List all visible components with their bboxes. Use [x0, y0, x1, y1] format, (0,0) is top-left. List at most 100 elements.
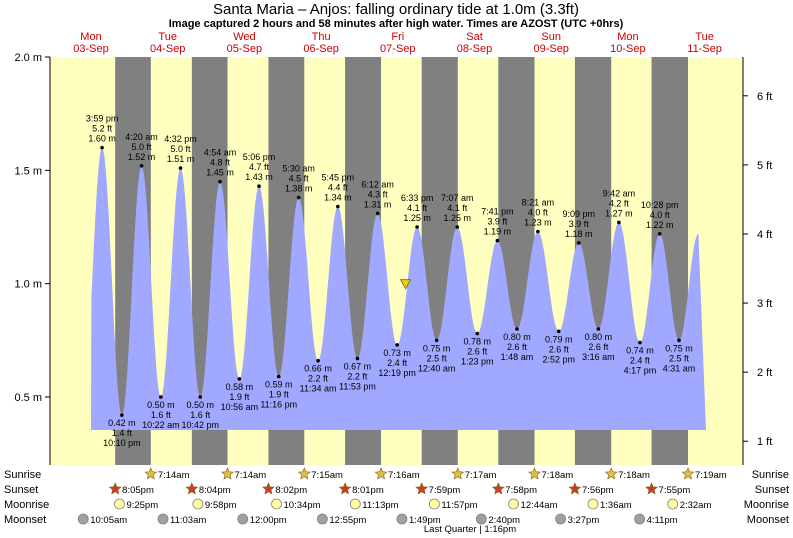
low-tide-label: 0.50 m [186, 400, 214, 410]
low-tide-label: 12:19 pm [378, 368, 416, 378]
high-tide-label: 1.34 m [324, 193, 352, 203]
sunset-icon [261, 482, 275, 495]
extreme-point [434, 338, 439, 343]
low-tide-label: 11:53 pm [339, 381, 376, 391]
low-tide-label: 3:16 am [582, 352, 615, 362]
high-tide-label: 1.38 m [285, 184, 313, 194]
high-tide-label: 4.0 ft [528, 208, 549, 218]
high-tide-label: 7:41 pm [481, 207, 514, 217]
day-name: Sat [466, 31, 483, 43]
sunset-time: 7:59pm [429, 485, 461, 496]
y-right-tick-label: 3 ft [757, 298, 772, 310]
extreme-point [395, 343, 399, 347]
high-tide-label: 4:32 pm [164, 134, 197, 144]
low-tide-label: 2.2 ft [347, 371, 368, 381]
low-tide-label: 0.79 m [545, 334, 573, 344]
current-level-marker [399, 279, 412, 290]
high-tide-label: 5:30 am [282, 164, 315, 174]
moonset-row-label-left: Moonset [4, 514, 46, 526]
moonrise-time: 9:25pm [126, 500, 158, 511]
low-tide-label: 0.73 m [383, 348, 411, 358]
sunset-icon [491, 482, 505, 495]
sunrise-icon [374, 467, 388, 480]
low-tide-label: 1.9 ft [229, 392, 250, 402]
day-name: Wed [233, 31, 255, 43]
extreme-point [556, 329, 561, 334]
extreme-point [617, 220, 621, 225]
extreme-point [536, 229, 540, 234]
low-tide-label: 2:52 pm [542, 354, 575, 364]
day-date: 10-Sep [610, 43, 645, 55]
high-tide-label: 4.3 ft [368, 189, 389, 199]
high-tide-label: 4.2 ft [609, 198, 630, 208]
extreme-point [257, 184, 261, 188]
moon-phase-label: Last Quarter | 1:16pm [424, 524, 516, 535]
y-left-tick-label: 1.5 m [14, 165, 42, 177]
day-date: 11-Sep [687, 43, 722, 55]
sunrise-time: 7:17am [465, 470, 497, 481]
sunrise-time: 7:14am [158, 470, 190, 481]
extreme-point [296, 195, 301, 200]
moonset-icon [157, 513, 169, 525]
extreme-point [475, 331, 480, 336]
extreme-point [375, 211, 380, 216]
low-tide-label: 2.4 ft [387, 358, 408, 368]
high-tide-label: 5.2 ft [92, 124, 113, 134]
low-tide-label: 0.74 m [626, 346, 654, 356]
low-tide-label: 0.59 m [265, 380, 293, 390]
high-tide-label: 3.9 ft [487, 217, 508, 227]
high-tide-label: 3.9 ft [569, 219, 590, 229]
low-tide-label: 1.9 ft [269, 390, 290, 400]
extreme-point [218, 179, 222, 184]
day-name: Tue [158, 31, 177, 43]
sunrise-row-label-left: Sunrise [4, 469, 41, 481]
moonset-icon [237, 513, 249, 525]
y-right-tick-label: 5 ft [757, 160, 772, 172]
high-tide-label: 1.25 m [403, 213, 431, 223]
low-tide-label: 2.6 ft [588, 342, 609, 352]
high-tide-label: 1.51 m [167, 154, 195, 164]
low-tide-label: 2.5 ft [427, 353, 448, 363]
low-tide-label: 10:56 am [221, 402, 259, 412]
y-right-tick-label: 6 ft [757, 91, 772, 103]
low-tide-label: 10:10 pm [103, 438, 141, 448]
sunset-time: 8:04pm [199, 485, 231, 496]
low-tide-label: 1.4 ft [112, 428, 133, 438]
high-tide-label: 6:33 pm [401, 193, 434, 203]
moonset-icon [316, 513, 328, 525]
high-tide-label: 6:12 am [361, 179, 394, 189]
moonrise-time: 2:32am [680, 500, 712, 511]
moonset-icon [396, 513, 408, 525]
low-tide-label: 11:34 am [300, 384, 337, 394]
moonrise-row-label-left: Moonrise [4, 499, 49, 511]
sunset-icon [645, 482, 659, 495]
high-tide-label: 8:21 am [522, 198, 555, 208]
low-tide-label: 12:40 am [418, 363, 456, 373]
high-tide-label: 5.0 ft [132, 142, 153, 152]
extreme-point [596, 327, 601, 331]
extreme-point [515, 327, 519, 331]
extreme-point [355, 356, 360, 361]
extreme-point [100, 145, 104, 150]
sunset-icon [338, 482, 352, 495]
sunrise-time: 7:15am [311, 470, 343, 481]
moonrise-icon [271, 498, 282, 510]
extreme-point [415, 225, 419, 229]
sunrise-time: 7:19am [695, 470, 727, 481]
extreme-point [638, 340, 642, 345]
low-tide-label: 10:42 pm [181, 420, 219, 430]
sunrise-row-label-right: Sunrise [752, 469, 789, 481]
chart-subtitle: Image captured 2 hours and 58 minutes af… [169, 18, 624, 30]
sunset-icon [185, 482, 199, 495]
extreme-point [237, 377, 242, 381]
day-date: 03-Sep [73, 43, 108, 55]
sunrise-icon [528, 467, 541, 480]
moonset-time: 2:40pm [488, 515, 520, 526]
chart-title: Santa Maria – Anjos: falling ordinary ti… [213, 1, 579, 18]
day-date: 07-Sep [380, 43, 415, 55]
high-tide-label: 1.52 m [128, 152, 156, 162]
low-tide-label: 10:22 am [142, 420, 180, 430]
sunrise-time: 7:14am [235, 470, 267, 481]
